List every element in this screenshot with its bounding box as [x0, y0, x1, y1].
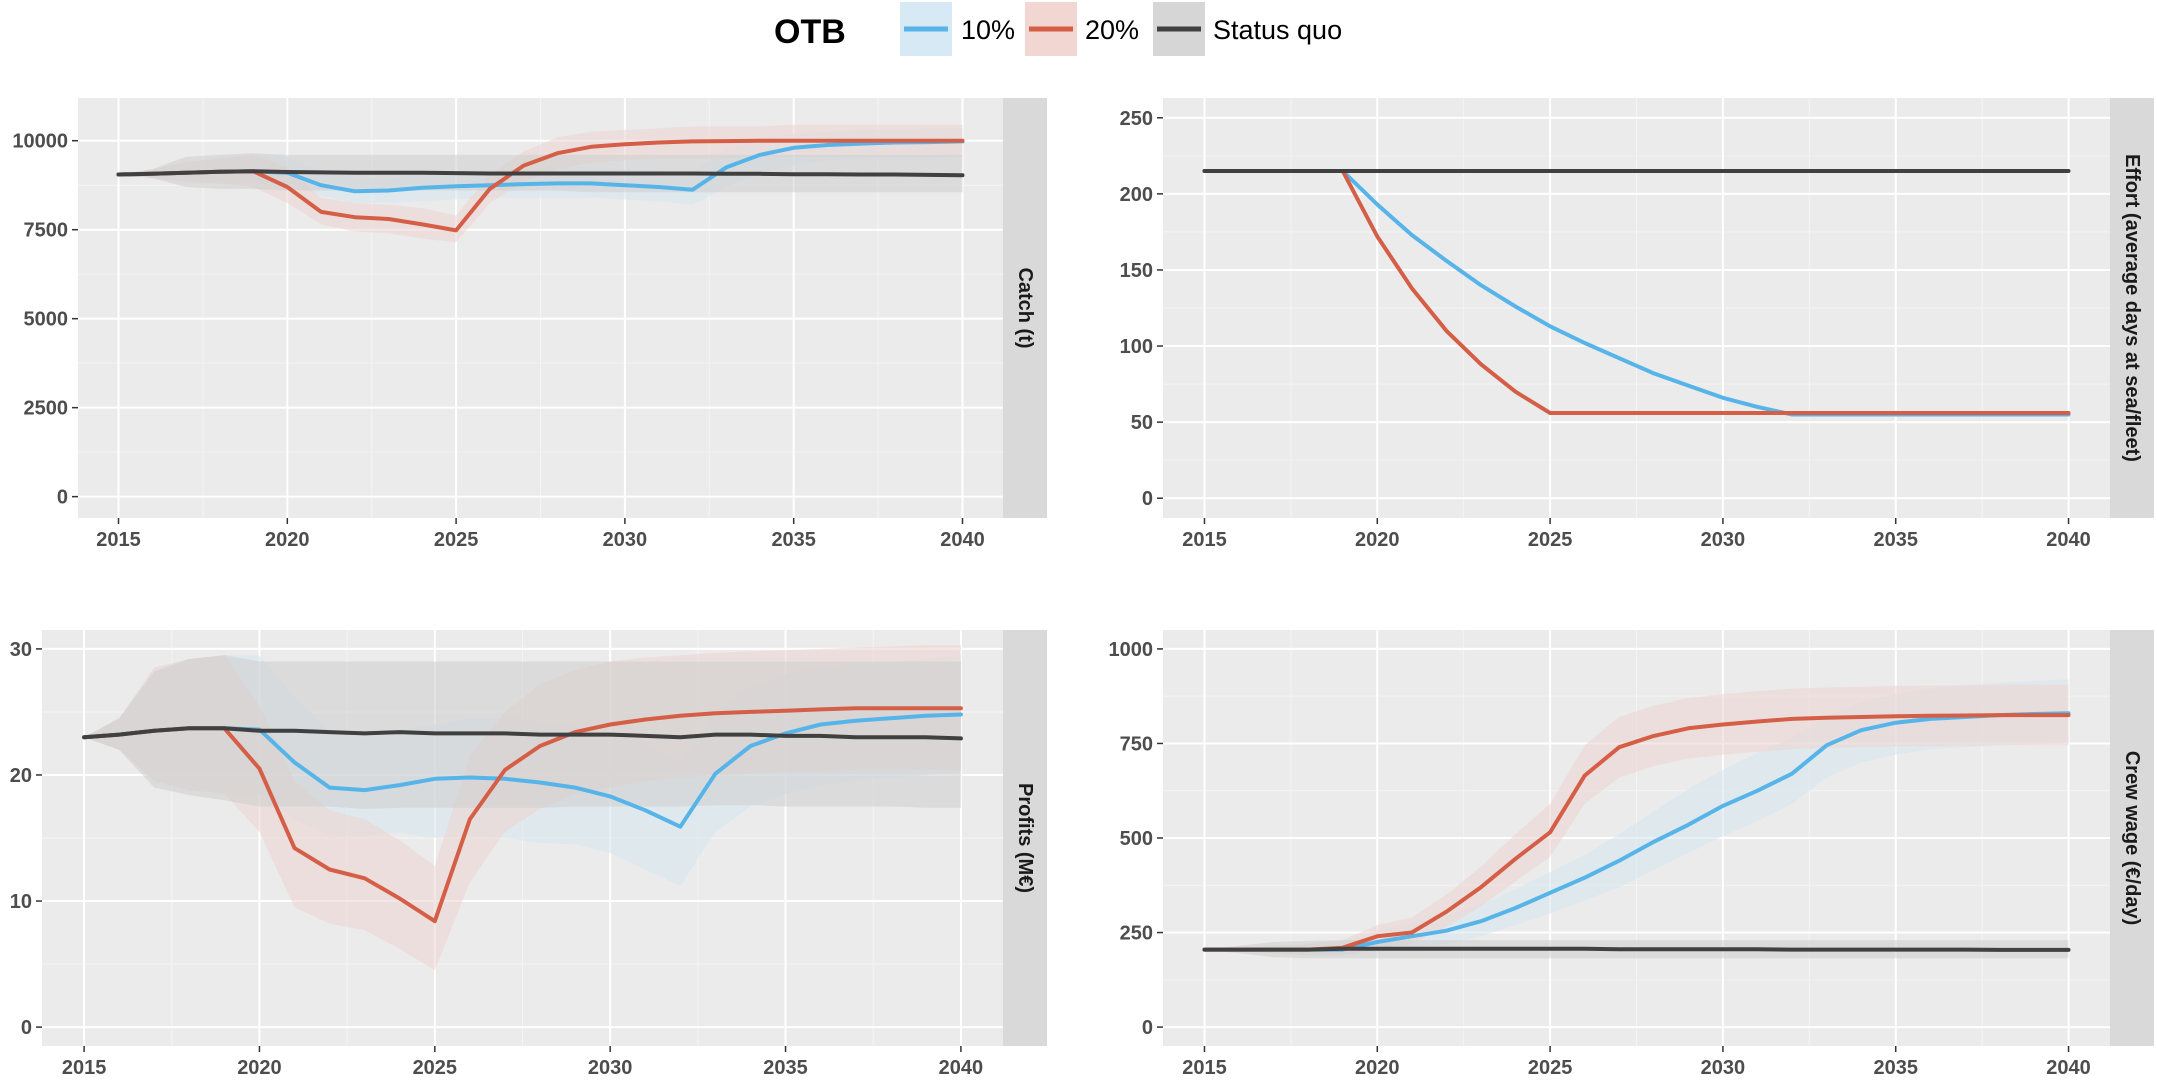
facet-strip-label: Crew wage (€/day)	[2121, 751, 2143, 926]
legend: OTB 10% 20% Status quo	[774, 2, 1342, 56]
x-tick-label: 2040	[2046, 1057, 2091, 1079]
y-tick-label: 50	[1131, 412, 1153, 434]
legend-label-10pct: 10%	[961, 15, 1015, 45]
y-tick-label: 30	[10, 639, 32, 661]
y-tick-label: 150	[1120, 260, 1153, 282]
series-line-20	[1202, 169, 2071, 415]
x-tick-label: 2025	[1528, 1057, 1573, 1079]
y-tick-label: 2500	[24, 398, 69, 420]
facet-strip	[2110, 98, 2154, 518]
y-tick-label: 10	[10, 891, 32, 913]
ribbon-10	[1204, 679, 2069, 956]
x-tick-label: 2030	[588, 1057, 633, 1079]
y-tick-label: 20	[10, 765, 32, 787]
series-line-20	[116, 138, 965, 233]
y-tick-label: 0	[1142, 488, 1153, 510]
y-tick-label: 0	[1142, 1017, 1153, 1039]
x-tick-label: 2040	[940, 529, 985, 551]
y-tick-label: 10000	[12, 131, 68, 153]
facet-strip-label: Profits (M€)	[1014, 783, 1036, 893]
y-tick-label: 0	[57, 487, 68, 509]
x-tick-label: 2035	[1873, 1057, 1918, 1079]
y-tick-label: 500	[1120, 828, 1153, 850]
facet-strip	[1003, 630, 1047, 1046]
facet-strip	[1003, 98, 1047, 518]
y-tick-label: 750	[1120, 733, 1153, 755]
legend-title: OTB	[774, 13, 846, 51]
x-tick-label: 2020	[1355, 529, 1400, 551]
series-line-20	[1202, 713, 2071, 952]
y-tick-label: 7500	[24, 220, 69, 242]
x-tick-label: 2030	[603, 529, 648, 551]
x-tick-label: 2035	[1873, 529, 1918, 551]
y-tick-label: 200	[1120, 184, 1153, 206]
facet-strip-label: Catch (t)	[1014, 267, 1036, 348]
legend-label-status-quo: Status quo	[1213, 15, 1342, 45]
x-tick-label: 2030	[1701, 1057, 1746, 1079]
y-tick-label: 1000	[1109, 639, 1154, 661]
series-line-20	[82, 706, 963, 924]
series-line-status-quo	[82, 726, 963, 741]
y-tick-label: 250	[1120, 108, 1153, 130]
x-tick-label: 2035	[771, 529, 816, 551]
x-tick-label: 2015	[1182, 1057, 1227, 1079]
y-tick-label: 100	[1120, 336, 1153, 358]
x-tick-label: 2040	[939, 1057, 984, 1079]
x-tick-label: 2040	[2046, 529, 2091, 551]
y-tick-label: 5000	[24, 309, 69, 331]
y-tick-label: 250	[1120, 923, 1153, 945]
x-tick-label: 2020	[1355, 1057, 1400, 1079]
x-tick-label: 2025	[1528, 529, 1573, 551]
facet-strip-label: Effort (average days at sea/fleet)	[2121, 154, 2143, 462]
x-tick-label: 2015	[62, 1057, 107, 1079]
legend-label-20pct: 20%	[1085, 15, 1139, 45]
x-tick-label: 2015	[1182, 529, 1227, 551]
facet-strip	[2110, 630, 2154, 1046]
panel-crew-wage: 2015 2020 2025 2030 2035 2040 0 250 500 750 1000 Cr…	[1109, 630, 2154, 1079]
x-tick-label: 2035	[763, 1057, 808, 1079]
panel-effort: 2015 2020 2025 2030 2035 2040 0 50 100 150 200 250 E…	[1120, 98, 2154, 551]
x-tick-label: 2030	[1701, 529, 1746, 551]
x-tick-label: 2025	[413, 1057, 458, 1079]
series-line-status-quo	[116, 169, 965, 178]
series-line-status-quo	[1202, 946, 2071, 952]
ribbon-20	[1204, 684, 2069, 956]
panel-catch: 2015 2020 2025 2030 2035 2040 0 2500 5000 7500 100…	[12, 98, 1047, 551]
x-tick-label: 2020	[237, 1057, 282, 1079]
y-tick-label: 0	[21, 1017, 32, 1039]
x-tick-label: 2020	[265, 529, 310, 551]
x-tick-label: 2015	[96, 529, 141, 551]
x-tick-label: 2025	[434, 529, 479, 551]
